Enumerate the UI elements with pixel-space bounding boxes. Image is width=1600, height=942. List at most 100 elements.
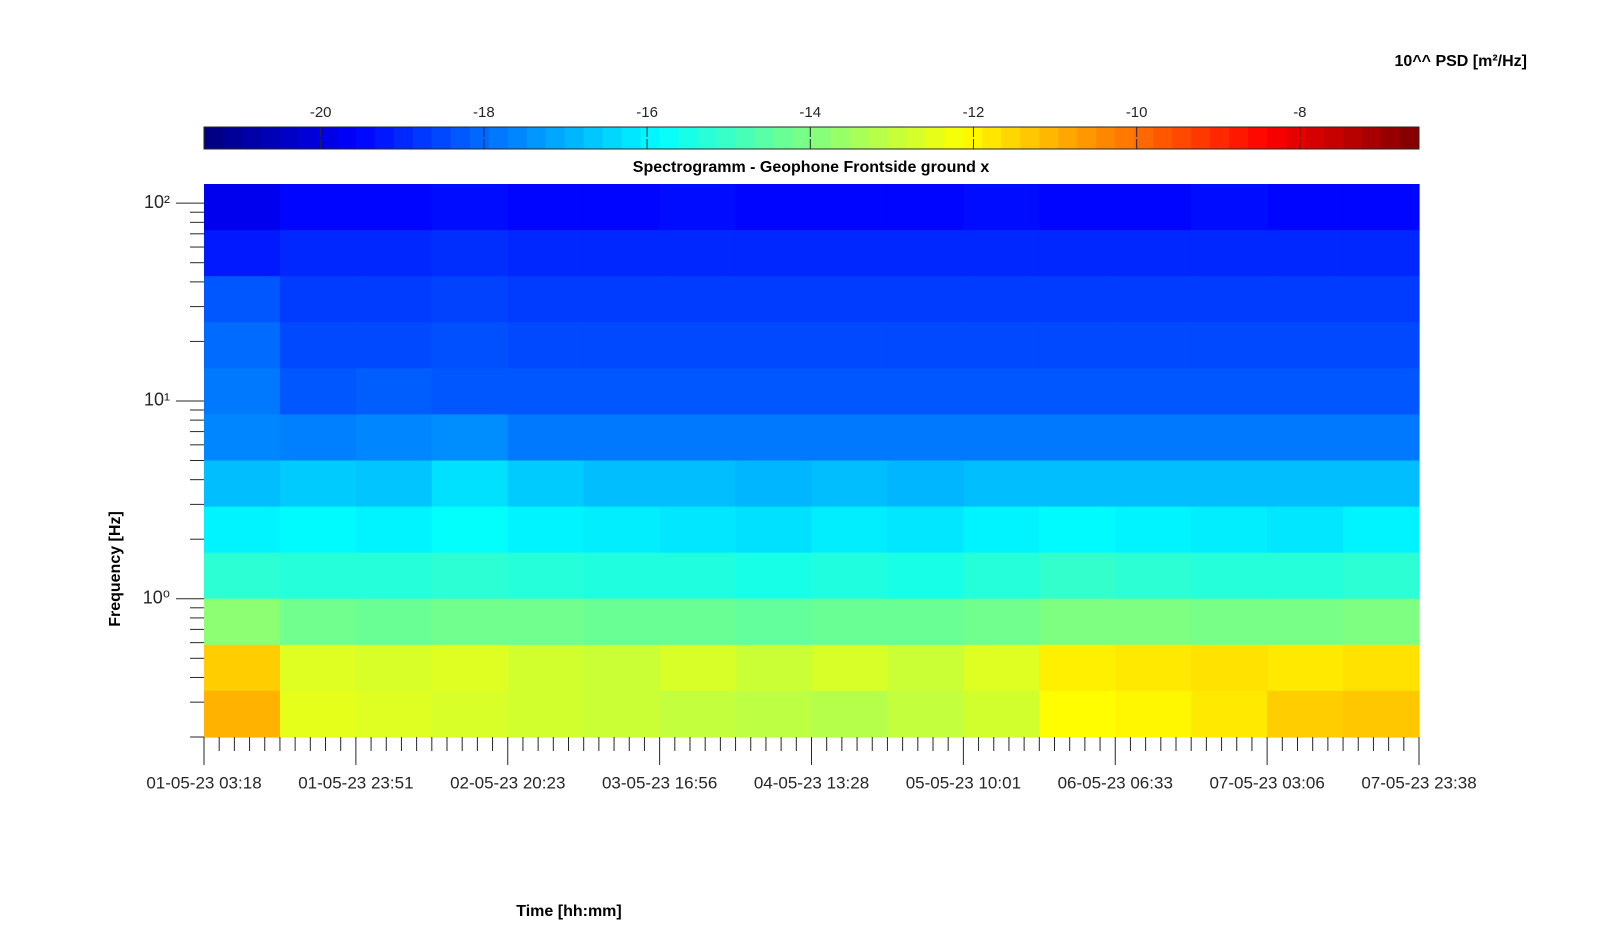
heatmap-cell	[887, 184, 964, 231]
heatmap-cell	[1039, 460, 1116, 508]
heatmap-cell	[963, 460, 1040, 508]
heatmap-cell	[355, 598, 433, 646]
heatmap-cell	[887, 276, 964, 323]
colorbar-step	[735, 127, 756, 149]
heatmap-cell	[811, 230, 889, 277]
colorbar-step	[1305, 127, 1325, 149]
heatmap-cell	[1115, 276, 1192, 323]
colorbar-step	[678, 127, 699, 149]
colorbar-step	[412, 127, 433, 149]
heatmap-cell	[279, 276, 357, 323]
colorbar-step	[716, 127, 737, 149]
heatmap-cell	[583, 690, 661, 738]
x-tick-label: 04-05-23 13:28	[754, 773, 869, 792]
colorbar-tick-label: -20	[310, 104, 332, 121]
heatmap-cell	[583, 184, 661, 231]
heatmap-cell	[659, 506, 737, 554]
heatmap-cell	[1191, 230, 1268, 277]
heatmap-cell	[963, 184, 1040, 231]
heatmap-cell	[507, 460, 585, 508]
colorbar-step	[317, 127, 338, 149]
heatmap-cell	[1191, 598, 1268, 646]
heatmap-cell	[811, 460, 889, 508]
colorbar-step	[1058, 127, 1078, 149]
heatmap-cell	[659, 644, 737, 692]
heatmap-cell	[1343, 644, 1420, 692]
heatmap-cell	[431, 230, 509, 277]
heatmap-cell	[1191, 644, 1268, 692]
heatmap-cell	[1039, 368, 1116, 416]
colorbar-frame	[203, 126, 1420, 150]
heatmap-cell	[735, 460, 813, 508]
heatmap-cell	[811, 690, 889, 738]
heatmap-cell	[1267, 368, 1344, 416]
colorbar-step	[1077, 127, 1097, 149]
x-tick-label: 01-05-23 03:18	[146, 773, 261, 792]
heatmap-cell	[887, 368, 964, 416]
colorbar-step	[982, 127, 1002, 149]
heatmap-cell	[1267, 184, 1344, 231]
colorbar-step	[336, 127, 357, 149]
heatmap-cell	[431, 368, 509, 416]
heatmap-cell	[1039, 506, 1116, 554]
heatmap-cell	[279, 690, 357, 738]
heatmap-cell	[1343, 276, 1420, 323]
heatmap-cell	[355, 322, 433, 369]
heatmap-cell	[1343, 368, 1420, 416]
heatmap-cell	[659, 276, 737, 323]
heatmap-cell	[811, 368, 889, 416]
heatmap-cell	[963, 414, 1040, 462]
heatmap-cell	[1191, 414, 1268, 462]
heatmap-cell	[507, 644, 585, 692]
heatmap-cell	[431, 644, 509, 692]
heatmap-cell	[1267, 322, 1344, 369]
heatmap-cell	[659, 460, 737, 508]
heatmap-cell	[1115, 368, 1192, 416]
heatmap-cell	[583, 598, 661, 646]
heatmap-cell	[963, 322, 1040, 369]
colorbar-step	[507, 127, 528, 149]
heatmap-cell	[1191, 506, 1268, 554]
heatmap-cell	[1039, 644, 1116, 692]
heatmap-cell	[1115, 414, 1192, 462]
heatmap-cell	[963, 552, 1040, 600]
heatmap-cell	[735, 506, 813, 554]
heatmap-cell	[355, 644, 433, 692]
heatmap-cell	[659, 552, 737, 600]
colorbar-tick-label: -8	[1293, 104, 1306, 121]
heatmap-cell	[1343, 552, 1420, 600]
colorbar-step	[773, 127, 794, 149]
colorbar-step	[241, 127, 262, 149]
heatmap-cell	[1039, 322, 1116, 369]
heatmap-cell	[204, 690, 281, 738]
x-tick-label: 07-05-23 03:06	[1209, 773, 1324, 792]
heatmap-cell	[811, 276, 889, 323]
heatmap-cell	[1267, 414, 1344, 462]
heatmap-cell	[1343, 230, 1420, 277]
heatmap-cell	[659, 184, 737, 231]
heatmap-cell	[583, 552, 661, 600]
heatmap-cell	[431, 184, 509, 231]
colorbar-step	[1324, 127, 1344, 149]
heatmap-cell	[204, 460, 281, 508]
colorbar-step	[374, 127, 395, 149]
heatmap-cell	[507, 368, 585, 416]
colorbar-step	[393, 127, 414, 149]
heatmap-cell	[204, 644, 281, 692]
colorbar-step	[583, 127, 604, 149]
heatmap-cell	[355, 414, 433, 462]
heatmap-cell	[1039, 230, 1116, 277]
heatmap-cell	[963, 230, 1040, 277]
colorbar-step	[488, 127, 509, 149]
colorbar-step	[963, 127, 983, 149]
colorbar-step	[621, 127, 642, 149]
colorbar-step	[222, 127, 243, 149]
colorbar-step	[849, 127, 869, 149]
heatmap-cell	[963, 690, 1040, 738]
heatmap-cell	[735, 414, 813, 462]
colorbar-tick-label: -14	[799, 104, 821, 121]
heatmap-cell	[583, 460, 661, 508]
heatmap-cell	[811, 414, 889, 462]
heatmap-cell	[735, 230, 813, 277]
heatmap-cell	[735, 598, 813, 646]
